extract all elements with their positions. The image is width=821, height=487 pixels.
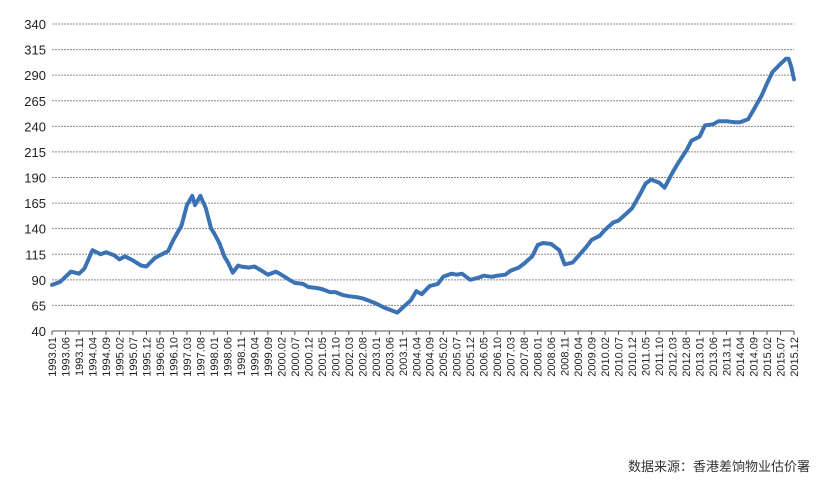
x-tick-label: 1993.11 bbox=[74, 337, 86, 376]
x-tick-label: 2002.08 bbox=[357, 337, 369, 377]
x-tick-label: 2004.09 bbox=[425, 337, 437, 377]
x-tick-label: 1994.04 bbox=[87, 337, 99, 377]
x-tick-label: 2013.11 bbox=[722, 337, 734, 376]
x-tick-label: 2013.01 bbox=[695, 337, 707, 377]
x-tick-label: 2006.10 bbox=[492, 337, 504, 377]
x-tick-label: 2015.07 bbox=[776, 337, 788, 377]
y-tick-label: 115 bbox=[25, 247, 46, 262]
x-tick-label: 1997.08 bbox=[195, 337, 207, 377]
x-tick-label: 2005.12 bbox=[465, 337, 477, 377]
x-tick-label: 2009.04 bbox=[573, 337, 585, 377]
y-tick-label: 190 bbox=[24, 171, 46, 186]
y-tick-label: 290 bbox=[24, 68, 46, 83]
x-tick-label: 1993.01 bbox=[47, 337, 59, 377]
x-tick-label: 2001.05 bbox=[317, 337, 329, 377]
x-tick-label: 2008.01 bbox=[533, 337, 545, 377]
x-tick-label: 1993.06 bbox=[60, 337, 72, 377]
x-tick-label: 2008.06 bbox=[546, 337, 558, 377]
x-tick-label: 2010.07 bbox=[614, 337, 626, 377]
y-tick-label: 265 bbox=[24, 94, 46, 109]
x-tick-label: 2011.05 bbox=[641, 337, 653, 376]
x-tick-label: 2006.05 bbox=[479, 337, 491, 377]
gridlines bbox=[52, 23, 794, 306]
x-tick-label: 2010.02 bbox=[600, 337, 612, 377]
x-tick-label: 2000.07 bbox=[290, 337, 302, 377]
x-tick-label: 2003.01 bbox=[371, 337, 383, 377]
x-tick-label: 2014.09 bbox=[749, 337, 761, 377]
y-tick-label: 315 bbox=[24, 43, 46, 58]
x-tick-label: 1998.06 bbox=[222, 337, 234, 377]
x-tick-label: 1999.04 bbox=[249, 337, 261, 377]
x-tick-label: 2000.12 bbox=[303, 337, 315, 377]
x-tick-label: 2002.03 bbox=[344, 337, 356, 377]
y-tick-label: 65 bbox=[32, 298, 46, 313]
x-tick-label: 1995.02 bbox=[114, 337, 126, 377]
x-tick-label: 2009.09 bbox=[587, 337, 599, 377]
x-tick-label: 1994.09 bbox=[101, 337, 113, 377]
y-tick-label: 140 bbox=[24, 222, 46, 237]
x-tick-label: 1996.10 bbox=[168, 337, 180, 377]
x-tick-label: 1995.07 bbox=[128, 337, 140, 377]
x-tick-label: 1999.09 bbox=[263, 337, 275, 377]
x-tick-label: 2015.02 bbox=[762, 337, 774, 377]
x-tick-label: 2001.10 bbox=[330, 337, 342, 377]
x-tick-label: 2000.02 bbox=[276, 337, 288, 377]
x-tick-label: 2014.04 bbox=[735, 337, 747, 377]
x-tick-label: 2013.06 bbox=[708, 337, 720, 377]
x-tick-label: 1997.03 bbox=[182, 337, 194, 377]
x-tick-label: 1998.11 bbox=[236, 337, 248, 376]
y-axis-ticks: 40 65 90 115 140 165 190 215 240 265 290 315 340 bbox=[24, 17, 46, 339]
x-tick-label: 2011.10 bbox=[654, 337, 666, 376]
x-tick-label: 2007.08 bbox=[519, 337, 531, 377]
source-note: 数据来源：香港差饷物业估价署 bbox=[627, 460, 810, 475]
x-tick-label: 2003.06 bbox=[384, 337, 396, 377]
y-tick-label: 165 bbox=[24, 196, 46, 211]
y-tick-label: 340 bbox=[24, 17, 46, 32]
x-tick-label: 2004.04 bbox=[411, 337, 423, 377]
y-tick-label: 215 bbox=[24, 145, 46, 160]
y-tick-label: 240 bbox=[24, 119, 46, 134]
x-tick-label: 2007.03 bbox=[506, 337, 518, 377]
x-tick-label: 2012.08 bbox=[681, 337, 693, 377]
x-tick-label: 1998.01 bbox=[209, 337, 221, 377]
x-tick-label: 1996.05 bbox=[155, 337, 167, 377]
x-tick-label: 1995.12 bbox=[141, 337, 153, 377]
x-tick-label: 2003.11 bbox=[398, 337, 410, 376]
x-tick-label: 2010.12 bbox=[627, 337, 639, 377]
y-tick-label: 40 bbox=[32, 324, 46, 339]
x-tick-label: 2012.03 bbox=[668, 337, 680, 377]
x-tick-label: 2015.12 bbox=[789, 337, 801, 377]
x-tick-label: 2005.02 bbox=[438, 337, 450, 377]
x-tick-label: 2005.07 bbox=[452, 337, 464, 377]
x-tick-label: 2008.11 bbox=[560, 337, 572, 376]
price-index-line bbox=[50, 56, 796, 315]
x-axis-ticks: 1993.01 1993.06 1993.11 1994.04 1994.09 1995.… bbox=[47, 331, 801, 377]
y-tick-label: 90 bbox=[32, 273, 46, 288]
